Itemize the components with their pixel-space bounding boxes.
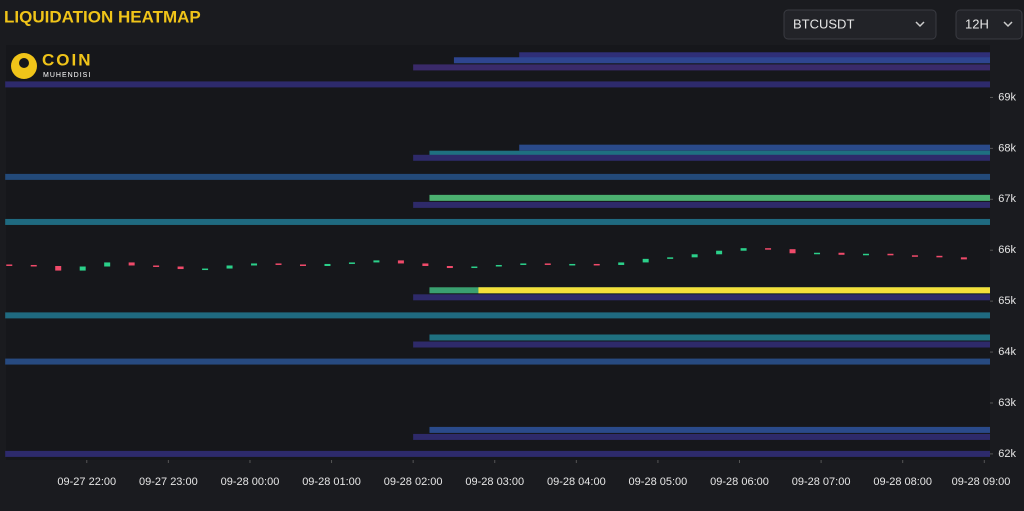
x-tick-label: 09-28 09:00: [952, 476, 1011, 488]
plot-layer: [5, 52, 991, 457]
candle: [446, 265, 453, 269]
y-tick-label: 67k: [998, 193, 1016, 205]
x-tick-label: 09-28 07:00: [792, 476, 851, 488]
dropdown-arrow: [1003, 21, 1013, 28]
candle: [324, 263, 331, 266]
candle: [593, 263, 600, 266]
candle: [30, 264, 37, 267]
x-tick-label: 09-27 23:00: [139, 476, 198, 488]
liquidation-band: [5, 173, 990, 180]
liquidation-band: [519, 144, 990, 151]
x-tick-label: 09-28 02:00: [384, 476, 443, 488]
candle: [104, 262, 111, 267]
candle: [911, 255, 918, 257]
liquidation-band: [429, 426, 991, 433]
candle: [544, 263, 551, 265]
liquidation-band: [478, 287, 990, 294]
candle: [716, 250, 723, 255]
logo-icon-inner: [19, 58, 29, 68]
x-tick-label: 09-28 03:00: [465, 476, 524, 488]
x-tick-label: 09-27 22:00: [57, 476, 116, 488]
interval-value: 12H: [965, 16, 989, 31]
liquidation-band: [5, 81, 990, 88]
candle: [740, 248, 747, 251]
candle: [397, 260, 404, 264]
logo-subtext: MUHENDISI: [43, 72, 91, 79]
candle: [6, 264, 13, 266]
x-tick-label: 09-28 01:00: [302, 476, 361, 488]
candle: [153, 265, 160, 267]
x-tick-label: 09-28 05:00: [629, 476, 688, 488]
liquidation-band: [429, 150, 991, 157]
x-tick-label: 09-28 08:00: [873, 476, 932, 488]
title: LIQUIDATION HEATMAP: [4, 7, 201, 26]
candle: [862, 253, 869, 256]
candle: [79, 266, 86, 271]
symbol-select[interactable]: [783, 9, 937, 40]
liquidation-band: [5, 218, 990, 225]
x-tick-label: 09-28 04:00: [547, 476, 606, 488]
y-tick-label: 68k: [998, 142, 1016, 154]
candle: [814, 252, 821, 255]
y-tick-label: 64k: [998, 346, 1016, 358]
y-tick-label: 69k: [998, 91, 1016, 103]
candle: [618, 262, 625, 265]
candle: [422, 263, 429, 266]
candle: [691, 254, 698, 258]
candle: [960, 257, 967, 260]
liquidation-band: [413, 433, 990, 440]
liquidation-band: [413, 154, 990, 161]
dropdown-arrow: [915, 21, 925, 28]
candle: [765, 248, 772, 250]
candle: [55, 265, 62, 271]
candle: [128, 262, 135, 266]
liquidation-band: [429, 194, 991, 201]
liquidation-band: [453, 57, 990, 64]
candle: [177, 266, 184, 270]
x-tick-label: 09-28 06:00: [710, 476, 769, 488]
candle: [520, 263, 527, 265]
y-tick-label: 66k: [998, 244, 1016, 256]
liquidation-band: [413, 64, 990, 71]
liquidation-band: [519, 52, 990, 59]
candle: [348, 262, 355, 264]
candle: [936, 255, 943, 258]
liquidation-band: [429, 334, 991, 341]
candle: [838, 252, 845, 255]
candle: [887, 253, 894, 256]
candle: [789, 249, 796, 254]
interval-select[interactable]: [955, 9, 1023, 40]
liquidation-band: [413, 294, 990, 301]
candle: [667, 257, 674, 259]
candle: [471, 266, 478, 269]
liquidation-band: [5, 358, 990, 365]
x-tick-label: 09-28 00:00: [221, 476, 280, 488]
candle: [251, 263, 258, 266]
candle: [373, 260, 380, 263]
candle: [275, 263, 282, 265]
liquidation-band: [413, 201, 990, 208]
y-tick-label: 63k: [998, 397, 1016, 409]
symbol-value: BTCUSDT: [793, 16, 854, 31]
y-tick-label: 65k: [998, 295, 1016, 307]
candle: [495, 264, 502, 267]
liquidation-band: [413, 341, 990, 348]
candle: [202, 268, 209, 271]
y-tick-label: 62k: [998, 448, 1016, 460]
liquidation-band: [5, 450, 990, 457]
candle: [642, 258, 649, 263]
candle: [226, 265, 233, 269]
logo-text: COIN: [42, 50, 93, 69]
candle: [569, 263, 576, 266]
liquidation-band: [5, 312, 990, 319]
plot-area: [6, 45, 990, 460]
candle: [299, 264, 306, 266]
